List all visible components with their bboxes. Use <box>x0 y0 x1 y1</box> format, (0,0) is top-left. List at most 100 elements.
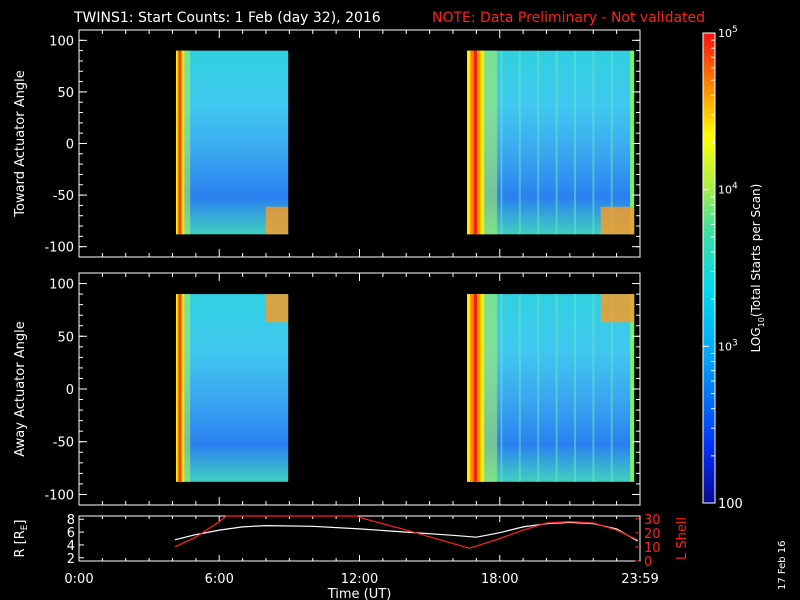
heatmap-segment-1 <box>176 294 289 482</box>
heatmap-streak <box>573 50 576 235</box>
colorbar-scale <box>702 32 716 504</box>
heatmap-segment-2 <box>467 294 635 482</box>
heatmap-edge-band <box>182 294 185 482</box>
heatmap-streak <box>555 50 558 235</box>
heatmap-trailing-edge <box>630 294 635 482</box>
heatmap-segment-1 <box>176 50 289 235</box>
heatmap-edge-band <box>477 50 481 235</box>
colorbar-label: LOG10(Total Starts per Scan) <box>749 184 766 353</box>
heatmap-hot-corner <box>600 206 635 235</box>
colorbar-tick-exponent: 3 <box>732 338 738 348</box>
orbit-right-tick-label: 30 <box>644 513 661 528</box>
heatmap-edge-band <box>473 294 478 482</box>
orbit-left-axis-label: R [RE] <box>13 519 30 557</box>
heatmap-edge-band <box>470 50 475 235</box>
orbit-left-tick-label: 8 <box>67 513 75 528</box>
heatmap-fill <box>176 294 289 482</box>
y-axis-label: Away Actuator Angle <box>13 321 28 456</box>
colorbar-tick-label: 104 <box>718 182 738 197</box>
heatmap-transition-band <box>183 294 191 482</box>
heatmap-hot-corner <box>600 294 635 323</box>
heatmap-edge-band <box>176 50 179 235</box>
heatmap-edge-band <box>477 294 481 482</box>
heatmap-edge-band <box>480 294 485 482</box>
heatmap-transition-band <box>483 50 498 235</box>
x-tick-label: 6:00 <box>205 572 234 587</box>
heatmap-edge-band <box>177 294 180 482</box>
y-tick-label: -100 <box>44 241 74 256</box>
colorbar-tick-label: 105 <box>718 25 738 40</box>
orbit-left-tick-label: 4 <box>67 539 75 554</box>
heatmap-streak <box>592 50 595 235</box>
y-tick-label: 0 <box>66 383 74 398</box>
heatmap-edge-band <box>480 50 485 235</box>
heatmap-streak <box>518 50 521 235</box>
heatmap-hot-corner <box>265 294 289 323</box>
orbit-right-tick-label: 10 <box>644 541 661 556</box>
heatmap-segment-2 <box>467 50 635 235</box>
orbit-right-tick-label: 0 <box>644 555 652 570</box>
y-tick-label: -50 <box>53 436 74 451</box>
y-tick-label: 100 <box>49 34 74 49</box>
y-tick-label: -100 <box>44 488 74 503</box>
heatmap-transition-band <box>483 294 498 482</box>
colorbar-tick-exponent: 5 <box>732 25 738 35</box>
orbit-left-tick-label: 6 <box>67 526 75 541</box>
heatmap-streak <box>518 294 521 482</box>
heatmap-streak <box>555 294 558 482</box>
colorbar-label-subscript: 10 <box>757 317 766 327</box>
heatmap-streak <box>537 294 540 482</box>
y-tick-label: 50 <box>57 330 74 345</box>
colorbar-tick-exponent: 4 <box>732 182 738 192</box>
heatmap-streak <box>573 294 576 482</box>
heatmap-edge-band <box>473 50 478 235</box>
chart-title: TWINS1: Start Counts: 1 Feb (day 32), 20… <box>73 10 381 26</box>
orbit-left-axis-subscript: E <box>20 524 30 530</box>
x-tick-label: 18:00 <box>481 572 518 587</box>
heatmap-streak <box>500 50 503 235</box>
heatmap-panel-away: 100 50 0 -50 -100 Away Actuator Angle <box>13 272 641 506</box>
colorbar-tick-label: 100 <box>718 497 743 512</box>
heatmap-hot-corner <box>265 206 289 235</box>
x-tick-label: 0:00 <box>64 572 93 587</box>
heatmap-edge-band <box>180 50 183 235</box>
x-axis-label: Time (UT) <box>327 587 392 600</box>
heatmap-streak <box>537 50 540 235</box>
x-tick-label: 12:00 <box>341 572 378 587</box>
heatmap-edge-band <box>179 50 182 235</box>
orbit-left-tick-label: 2 <box>67 552 75 567</box>
heatmap-edge-band <box>467 294 471 482</box>
y-tick-label: -50 <box>53 189 74 204</box>
colorbar-label-rest: (Total Starts per Scan) <box>749 184 763 318</box>
y-tick-label: 0 <box>66 138 74 153</box>
heatmap-streak <box>500 294 503 482</box>
generation-date: 17 Feb 16 <box>777 540 788 590</box>
heatmap-streak <box>592 294 595 482</box>
heatmap-edge-band <box>467 50 471 235</box>
heatmap-fill <box>176 50 289 235</box>
orbit-left-axis-bracket: ] <box>13 519 28 524</box>
heatmap-edge-band <box>179 294 182 482</box>
heatmap-streak <box>610 294 613 482</box>
heatmap-transition-band <box>183 50 191 235</box>
orbit-series-l-shell <box>174 515 638 549</box>
y-axis-label: Toward Actuator Angle <box>13 70 28 217</box>
preliminary-note: NOTE: Data Preliminary - Not validated <box>432 10 705 26</box>
heatmap-streak <box>610 50 613 235</box>
colorbar-tick-label: 103 <box>718 338 738 353</box>
heatmap-edge-band <box>182 50 185 235</box>
heatmap-edge-band <box>176 294 179 482</box>
orbit-series-r <box>174 521 639 542</box>
heatmap-panel-toward: 100 50 0 -50 -100 Toward Actuator Angle <box>13 29 641 258</box>
orbit-right-axis-label: L Shell <box>675 517 690 560</box>
y-tick-label: 50 <box>57 86 74 101</box>
y-tick-label: 100 <box>49 278 74 293</box>
heatmap-edge-band <box>470 294 475 482</box>
heatmap-edge-band <box>180 294 183 482</box>
heatmap-trailing-edge <box>630 50 635 235</box>
x-tick-label: 23:59 <box>621 572 658 587</box>
